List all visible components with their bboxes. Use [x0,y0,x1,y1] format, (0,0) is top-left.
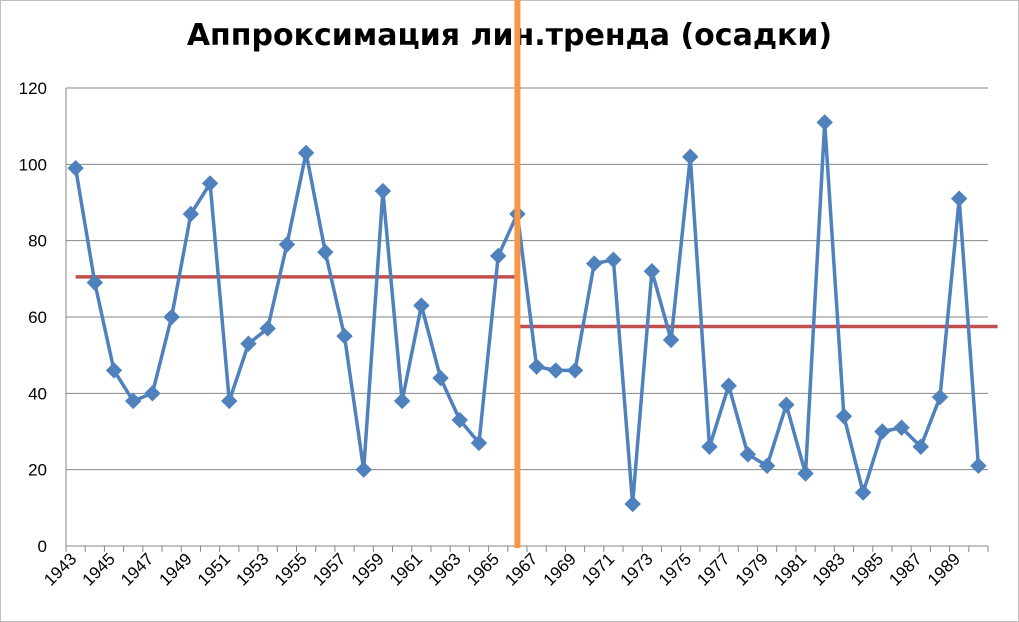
data-point [547,362,565,379]
data-point [701,438,718,455]
x-tick-label: 1961 [386,549,426,589]
data-point [912,438,929,455]
x-tick-label: 1971 [578,549,618,589]
x-tick-label: 1983 [809,549,849,589]
x-tick-label: 1969 [540,549,580,589]
data-point [221,392,238,410]
data-point [413,297,430,314]
data-point [67,159,84,177]
data-point [163,308,180,326]
data-point [586,255,603,272]
data-point [451,411,468,429]
data-point [816,114,833,131]
x-tick-label: 1967 [501,549,541,589]
data-point [874,423,891,440]
data-point [489,247,507,265]
data-point [182,205,200,223]
x-tick-label: 1975 [655,549,695,589]
x-tick-label: 1951 [194,549,234,589]
data-point [893,419,910,436]
x-tick-label: 1985 [847,549,887,589]
data-point [240,335,257,352]
data-point [105,362,123,379]
x-tick-label: 1947 [117,549,157,589]
x-tick-label: 1945 [79,549,119,589]
x-tick-label: 1957 [309,549,349,589]
y-tick-label: 100 [19,155,47,174]
data-point [528,358,545,375]
x-tick-label: 1965 [463,549,503,589]
x-tick-label: 1979 [732,549,772,589]
data-point [470,434,488,452]
data-point [835,408,853,425]
x-tick-label: 1959 [348,549,388,589]
data-point [682,148,699,165]
data-point [86,274,104,291]
data-point [355,461,372,478]
y-tick-label: 0 [38,537,47,556]
data-point [720,377,737,394]
data-point [643,262,661,280]
data-point [278,236,296,253]
data-point [297,144,315,162]
data-point [432,369,449,387]
data-point [374,182,392,200]
data-point [970,457,987,475]
x-tick-label: 1989 [924,549,964,589]
x-tick-label: 1963 [424,549,464,589]
data-point [778,396,795,413]
data-point [854,484,872,501]
series-line [73,120,981,506]
x-tick-label: 1953 [232,549,272,589]
data-point [758,457,776,475]
x-tick-label: 1949 [155,549,195,589]
x-tick-label: 1977 [693,549,733,589]
data-point [566,362,584,379]
data-point [739,446,757,463]
data-point [125,392,142,410]
y-tick-label: 120 [19,79,47,98]
x-tick-label: 1981 [770,549,810,589]
data-point [950,190,968,207]
data-point [931,388,949,406]
data-point [624,495,641,513]
data-point [201,175,219,192]
data-point [336,327,353,345]
x-tick-label: 1955 [271,549,311,589]
x-tick-label: 1973 [616,549,656,589]
data-point [317,243,334,261]
y-tick-label: 20 [28,461,47,480]
data-point [144,385,161,402]
y-tick-label: 40 [28,384,47,403]
data-point [797,465,814,482]
data-point [662,331,680,349]
data-point [393,392,411,410]
x-tick-label: 1987 [885,549,925,589]
y-tick-label: 60 [28,308,47,327]
data-point [259,320,276,337]
chart-title: Аппроксимация лин.тренда (осадки) [186,18,833,53]
data-point [605,251,622,268]
y-tick-label: 80 [28,232,47,251]
